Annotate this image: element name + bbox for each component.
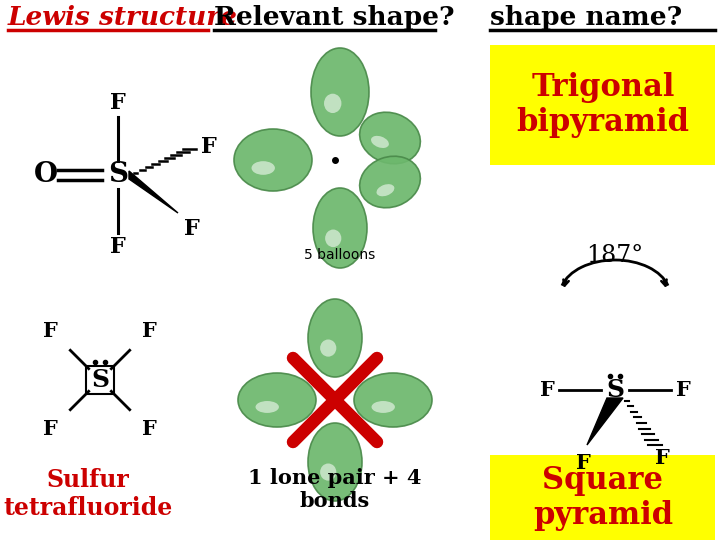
Ellipse shape: [324, 93, 341, 113]
Text: S: S: [108, 161, 128, 188]
Text: Lewis structure: Lewis structure: [8, 5, 238, 30]
Text: F: F: [110, 92, 126, 114]
FancyBboxPatch shape: [490, 45, 715, 165]
Polygon shape: [129, 171, 178, 213]
Ellipse shape: [320, 340, 336, 356]
Text: F: F: [575, 453, 590, 473]
Text: F: F: [43, 321, 58, 341]
Text: Sulfur
tetrafluoride: Sulfur tetrafluoride: [4, 468, 173, 520]
Text: F: F: [675, 380, 690, 400]
Ellipse shape: [313, 188, 367, 268]
Text: 1 lone pair + 4
bonds: 1 lone pair + 4 bonds: [248, 468, 422, 511]
Ellipse shape: [238, 373, 316, 427]
Text: 5 balloons: 5 balloons: [305, 248, 376, 262]
Ellipse shape: [371, 136, 389, 148]
Ellipse shape: [308, 423, 362, 501]
Text: F: F: [539, 380, 554, 400]
Ellipse shape: [360, 112, 420, 164]
Ellipse shape: [308, 299, 362, 377]
FancyBboxPatch shape: [490, 455, 715, 540]
Ellipse shape: [360, 156, 420, 208]
Text: F: F: [184, 218, 199, 240]
Text: shape name?: shape name?: [490, 5, 682, 30]
Ellipse shape: [325, 230, 341, 247]
Ellipse shape: [320, 463, 336, 481]
Ellipse shape: [354, 373, 432, 427]
Ellipse shape: [311, 48, 369, 136]
Text: Square
pyramid: Square pyramid: [533, 465, 673, 531]
Text: F: F: [142, 321, 157, 341]
Text: Trigonal
bipyramid: Trigonal bipyramid: [516, 72, 690, 138]
Text: F: F: [142, 420, 157, 440]
Ellipse shape: [377, 184, 395, 196]
Text: S: S: [606, 378, 624, 402]
Ellipse shape: [256, 401, 279, 413]
Text: F: F: [201, 136, 217, 158]
Text: F: F: [110, 236, 126, 258]
Text: Relevant shape?: Relevant shape?: [214, 5, 454, 30]
Text: F: F: [654, 448, 670, 468]
Ellipse shape: [372, 401, 395, 413]
Polygon shape: [587, 398, 623, 445]
Text: 187°: 187°: [586, 244, 644, 267]
Ellipse shape: [251, 161, 275, 175]
Text: F: F: [43, 420, 58, 440]
Text: O: O: [34, 161, 58, 188]
Text: S: S: [91, 368, 109, 392]
Ellipse shape: [234, 129, 312, 191]
